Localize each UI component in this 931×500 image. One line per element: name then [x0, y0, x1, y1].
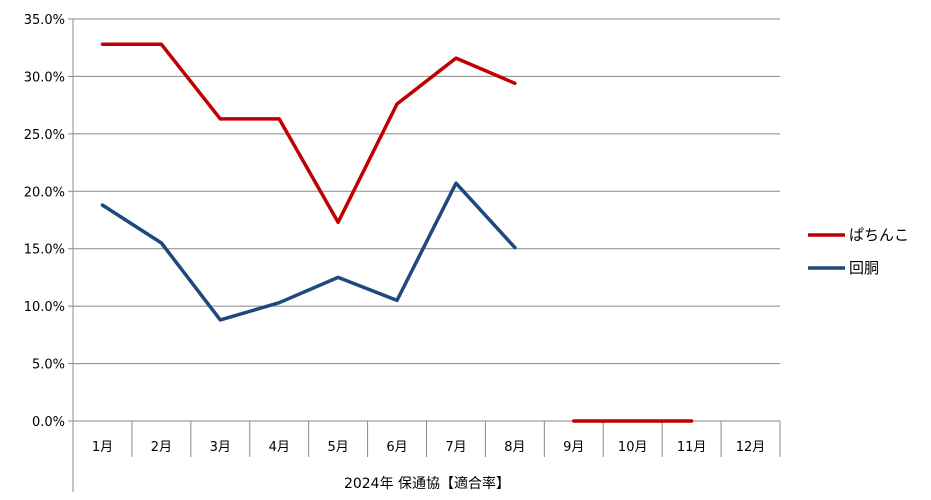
x-tick-label: 3月: [210, 440, 231, 455]
x-tick-label: 10月: [618, 440, 648, 455]
x-axis-ticks: 1月 2月 3月 4月 5月 6月 7月 8月 9月 10月 11月 12月: [92, 440, 765, 455]
x-tick-label: 7月: [445, 440, 466, 455]
x-axis-title: 2024年 保通協【適合率】: [344, 475, 510, 492]
y-tick-label: 35.0%: [24, 13, 65, 28]
y-tick-label: 10.0%: [24, 300, 65, 315]
y-tick-label: 20.0%: [24, 185, 65, 200]
y-axis-ticks: 0.0% 5.0% 10.0% 15.0% 20.0% 25.0% 30.0% 35.0%: [24, 13, 65, 430]
x-tick-label: 6月: [386, 440, 407, 455]
series-lines: [100, 42, 694, 423]
x-tick-label: 12月: [736, 440, 766, 455]
x-tick-label: 2月: [151, 440, 172, 455]
x-tick-label: 8月: [504, 440, 525, 455]
gridlines: [73, 18, 780, 365]
series-line-1: [100, 181, 517, 322]
x-tick-label: 1月: [92, 440, 113, 455]
series-line-0: [100, 42, 517, 225]
legend-label: ぱちんこ: [849, 226, 909, 244]
y-tick-label: 25.0%: [24, 128, 65, 143]
legend-label: 回胴: [849, 259, 879, 277]
x-tick-label: 5月: [327, 440, 348, 455]
y-tick-label: 15.0%: [24, 243, 65, 258]
y-tick-label: 5.0%: [32, 358, 65, 373]
y-tick-label: 0.0%: [32, 415, 65, 430]
x-tick-label: 4月: [269, 440, 290, 455]
x-tick-label: 11月: [677, 440, 707, 455]
x-tick-label: 9月: [563, 440, 584, 455]
y-tick-label: 30.0%: [24, 70, 65, 85]
